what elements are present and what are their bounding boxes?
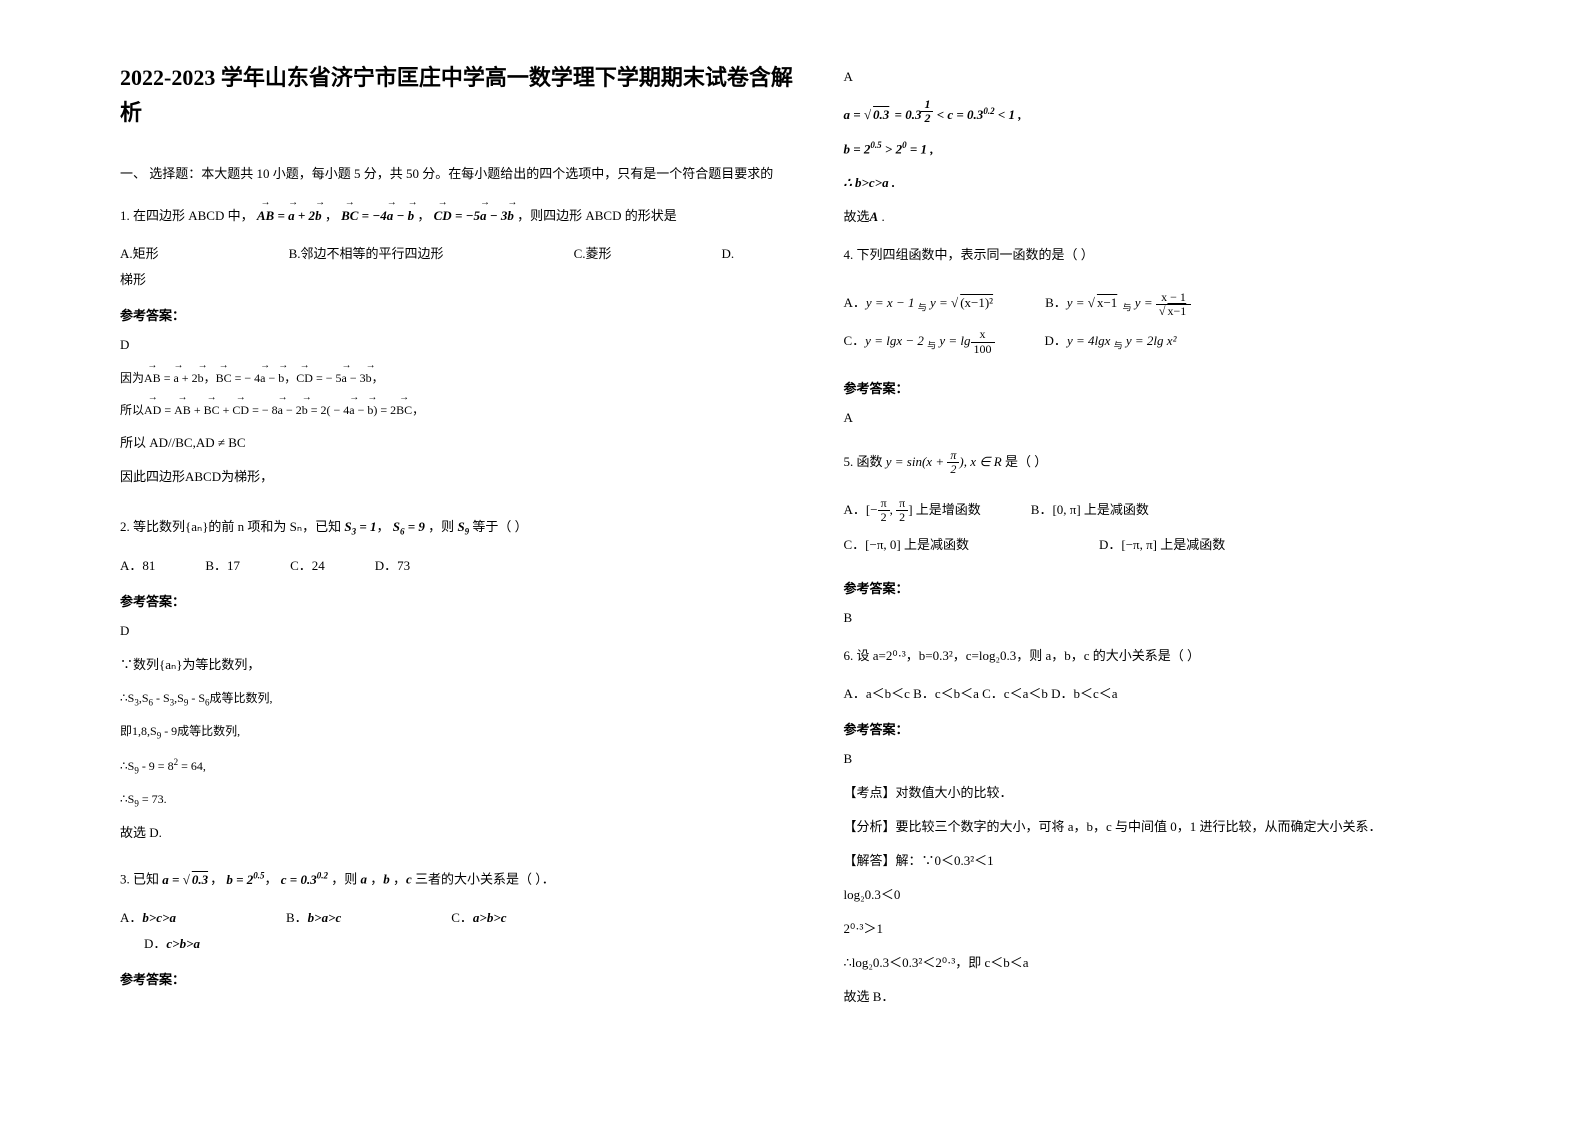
q3-step3: ∴ b>c>a . <box>844 170 1528 196</box>
q3-ans-label: 参考答案： <box>120 969 804 988</box>
q2-step4: ∴S9 - 9 = 82 = 64, <box>120 753 804 779</box>
q4-opt-a: A．y = x − 1 与 y = √(x−1)² <box>844 290 996 318</box>
q1-opt-c: C.菱形 <box>574 241 612 267</box>
q1-opt-d: 梯形 <box>120 272 146 287</box>
q6-step4: log₂0.3＜0 <box>844 882 1528 908</box>
q5-opts: A．[−π2, π2] 上是增函数 B．[0, π] 上是减函数 C．[−π, … <box>844 489 1528 567</box>
q1-opt-a: A.矩形 <box>120 241 159 267</box>
q5-opt-c: C．[−π, 0] 上是减函数 <box>844 532 969 558</box>
page-title: 2022-2023 学年山东省济宁市匡庄中学高一数学理下学期期末试卷含解析 <box>120 60 804 130</box>
q1-step2: 所以AD = AB + BC + CD = − 8a − 2b = 2( − 4… <box>120 398 804 422</box>
q4-opt-d: D．y = 4lgx 与 y = 2lg x² <box>1045 328 1177 356</box>
q1-cd: CD = −5a − 3b <box>434 208 518 223</box>
q1-opt-b: B.邻边不相等的平行四边形 <box>289 241 444 267</box>
q5-stem-prefix: 5. 函数 <box>844 454 883 469</box>
q2-stem2: ，则 S9 等于（ ） <box>428 519 528 534</box>
q5-opt-b: B．[0, π] 上是减函数 <box>1031 497 1149 525</box>
q4-ans: A <box>844 405 1528 431</box>
q3-c: c = 0.30.2 <box>281 872 328 887</box>
q3-opt-b: B．b>a>c <box>286 905 341 931</box>
q1-step1: 因为AB = a + 2b，BC = − 4a − b，CD = − 5a − … <box>120 366 804 390</box>
q3-stem-prefix: 3. 已知 <box>120 872 159 887</box>
q1-step4: 因此四边形ABCD为梯形， <box>120 464 804 490</box>
q4-opt-b: B．y = √x−1 与 y = x − 1√x−1 <box>1045 290 1191 318</box>
q1-bc: BC = −4a − b <box>341 208 417 223</box>
q6-step5: 2⁰·³＞1 <box>844 916 1528 942</box>
q2-opt-d: D．73 <box>375 553 410 579</box>
q3-opt-d: D．c>b>a <box>144 936 200 951</box>
q6-step2: 【分析】要比较三个数字的大小，可将 a，b，c 与中间值 0，1 进行比较，从而… <box>844 814 1528 840</box>
q6-step3: 【解答】解：∵0＜0.3²＜1 <box>844 848 1528 874</box>
q2-step2: ∴S3,S6 - S3,S9 - S6成等比数列, <box>120 686 804 711</box>
q3-b: b = 20.5 <box>226 872 264 887</box>
q5-stem-suffix: 是（ ） <box>1005 454 1047 469</box>
q3-opts: A．b>c>a B．b>a>c C．a>b>c D．c>b>a <box>120 905 804 957</box>
q5-opt-d: D．[−π, π] 上是减函数 <box>1099 532 1225 558</box>
q3-opt-c: C．a>b>c <box>451 905 506 931</box>
q3-stem: 3. 已知 a = √0.3， b = 20.5， c = 0.30.2 ，则 … <box>120 866 804 892</box>
q1-stem: 1. 在四边形 ABCD 中， AB = a + 2b ， BC = −4a −… <box>120 203 804 229</box>
q3-ans-letter: A <box>844 64 1528 90</box>
q3-step1: a = √0.3 = 0.312 < c = 0.30.2 < 1 , <box>844 98 1528 128</box>
q2-s6: S6 = 9 <box>393 519 425 534</box>
q4-ans-label: 参考答案： <box>844 378 1528 397</box>
q1-opt-d-letter: D. <box>721 241 734 267</box>
q2-stem: 2. 等比数列{aₙ}的前 n 项和为 Sₙ，已知 S3 = 1， S6 = 9… <box>120 514 804 541</box>
q1-ab: AB = a + 2b <box>257 208 325 223</box>
q1-step3: 所以 AD//BC,AD ≠ BC <box>120 430 804 456</box>
q6-opts: A．a＜b＜c B．c＜b＜a C．c＜a＜b D．b＜c＜a <box>844 681 1528 707</box>
q1-ans-label: 参考答案： <box>120 305 804 324</box>
q2-step5: ∴S9 = 73. <box>120 787 804 812</box>
q4-stem: 4. 下列四组函数中，表示同一函数的是（ ） <box>844 242 1528 268</box>
q3-opt-a: A．b>c>a <box>120 905 176 931</box>
q1-stem-prefix: 1. 在四边形 ABCD 中， <box>120 208 254 223</box>
q1-stem-suffix: ，则四边形 ABCD 的形状是 <box>517 208 677 223</box>
q5-ans: B <box>844 605 1528 631</box>
q6-step6: ∴log₂0.3＜0.3²＜2⁰·³，即 c＜b＜a <box>844 950 1528 976</box>
q6-step7: 故选 B． <box>844 984 1528 1010</box>
section-header: 一、 选择题：本大题共 10 小题，每小题 5 分，共 50 分。在每小题给出的… <box>120 164 804 185</box>
q6-ans: B <box>844 746 1528 772</box>
q3-stem-suffix: ，则 a ，b ，c 三者的大小关系是（ ）． <box>331 872 555 887</box>
q2-stem-text: 2. 等比数列{aₙ}的前 n 项和为 Sₙ，已知 <box>120 519 341 534</box>
q4-opt-c: C．y = lgx − 2 与 y = lgx100 <box>844 328 995 356</box>
q2-ans: D <box>120 618 804 644</box>
q5-ans-label: 参考答案： <box>844 578 1528 597</box>
q2-opt-a: A．81 <box>120 553 155 579</box>
q1-opts: A.矩形 B.邻边不相等的平行四边形 C.菱形 D. 梯形 <box>120 241 804 293</box>
q3-step4: 故选A . <box>844 204 1528 230</box>
q3-step2: b = 20.5 > 20 = 1 , <box>844 136 1528 162</box>
q4-opts: A．y = x − 1 与 y = √(x−1)² B．y = √x−1 与 y… <box>844 280 1528 365</box>
q6-ans-label: 参考答案： <box>844 719 1528 738</box>
q5-opt-a: A．[−π2, π2] 上是增函数 <box>844 497 981 525</box>
q1-ans: D <box>120 332 804 358</box>
q2-s3: S3 = 1 <box>344 519 376 534</box>
q6-stem: 6. 设 a=2⁰·³，b=0.3²，c=log₂0.3，则 a，b，c 的大小… <box>844 643 1528 669</box>
q2-opts: A．81 B．17 C．24 D．73 <box>120 553 804 579</box>
q3-a: a = √0.3 <box>162 872 210 887</box>
q2-step6: 故选 D. <box>120 820 804 846</box>
q2-step1: ∵数列{aₙ}为等比数列， <box>120 652 804 678</box>
q2-opt-c: C．24 <box>290 553 325 579</box>
q2-opt-b: B．17 <box>205 553 240 579</box>
q2-ans-label: 参考答案： <box>120 591 804 610</box>
q5-stem: 5. 函数 y = sin(x + π2), x ∈ R 是（ ） <box>844 449 1528 477</box>
q6-step1: 【考点】对数值大小的比较． <box>844 780 1528 806</box>
q2-step3: 即1,8,S9 - 9成等比数列, <box>120 719 804 744</box>
